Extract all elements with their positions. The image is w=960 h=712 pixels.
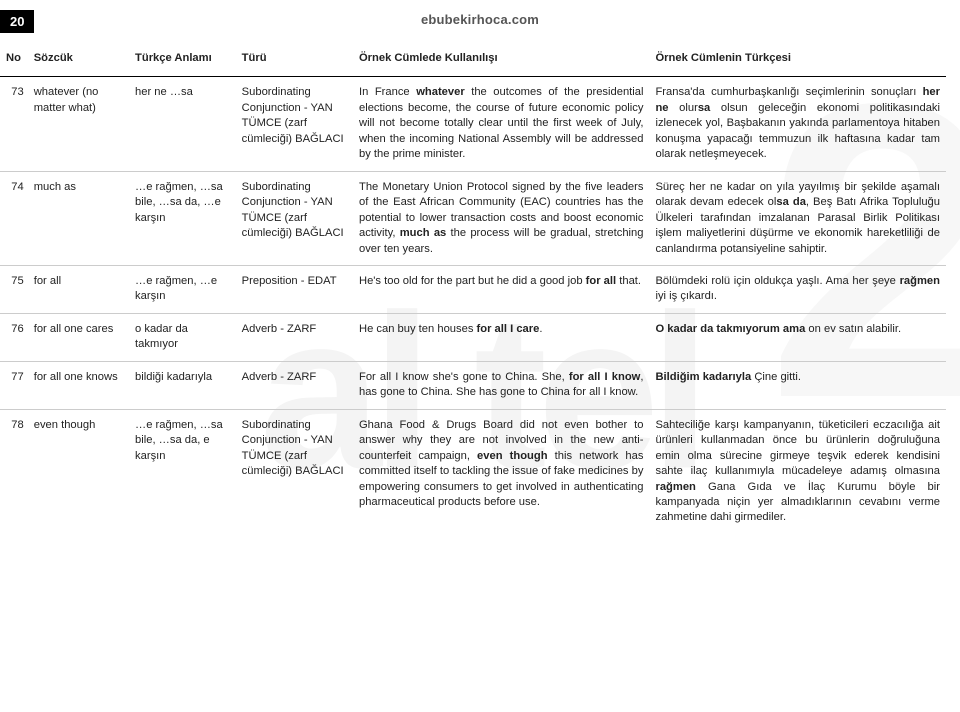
cell-ornek-en: The Monetary Union Protocol signed by th… [353,171,649,265]
cell-sozcuk: even though [28,409,129,534]
cell-ornek-en: Ghana Food & Drugs Board did not even bo… [353,409,649,534]
cell-ornek-en: For all I know she's gone to China. She,… [353,361,649,409]
cell-ornek-en: He's too old for the part but he did a g… [353,265,649,313]
table-body: 73whatever (no matter what)her ne …saSub… [0,77,946,534]
cell-turu: Subordinating Conjunction - YAN TÜMCE (z… [236,409,353,534]
cell-no: 78 [0,409,28,534]
cell-anlam: …e rağmen, …e karşın [129,265,236,313]
cell-no: 76 [0,313,28,361]
col-header-turu: Türü [236,45,353,77]
cell-ornek-tr: Bölümdeki rolü için oldukça yaşlı. Ama h… [649,265,946,313]
table-row: 78even though…e rağmen, …sa bile, …sa da… [0,409,946,534]
cell-turu: Subordinating Conjunction - YAN TÜMCE (z… [236,171,353,265]
cell-turu: Adverb - ZARF [236,361,353,409]
table-header-row: No Sözcük Türkçe Anlamı Türü Örnek Cümle… [0,45,946,77]
cell-ornek-tr: Sahteciliğe karşı kampanyanın, tüketicil… [649,409,946,534]
col-header-anlam: Türkçe Anlamı [129,45,236,77]
cell-anlam: …e rağmen, …sa bile, …sa da, …e karşın [129,171,236,265]
col-header-ornek-en: Örnek Cümlede Kullanılışı [353,45,649,77]
page-number-badge: 20 [0,10,34,33]
cell-sozcuk: for all one knows [28,361,129,409]
cell-sozcuk: for all [28,265,129,313]
col-header-no: No [0,45,28,77]
table-row: 74much as…e rağmen, …sa bile, …sa da, …e… [0,171,946,265]
cell-ornek-en: He can buy ten houses for all I care. [353,313,649,361]
cell-sozcuk: whatever (no matter what) [28,77,129,171]
cell-turu: Adverb - ZARF [236,313,353,361]
cell-anlam: her ne …sa [129,77,236,171]
col-header-ornek-tr: Örnek Cümlenin Türkçesi [649,45,946,77]
cell-ornek-tr: O kadar da takmıyorum ama on ev satın al… [649,313,946,361]
table-row: 76for all one careso kadar da takmıyorAd… [0,313,946,361]
content-wrap: No Sözcük Türkçe Anlamı Türü Örnek Cümle… [0,45,960,534]
cell-sozcuk: much as [28,171,129,265]
cell-no: 77 [0,361,28,409]
col-header-sozcuk: Sözcük [28,45,129,77]
cell-turu: Preposition - EDAT [236,265,353,313]
cell-sozcuk: for all one cares [28,313,129,361]
cell-anlam: bildiği kadarıyla [129,361,236,409]
cell-ornek-en: In France whatever the outcomes of the p… [353,77,649,171]
table-row: 75for all…e rağmen, …e karşınPreposition… [0,265,946,313]
vocabulary-table: No Sözcük Türkçe Anlamı Türü Örnek Cümle… [0,45,946,534]
cell-anlam: …e rağmen, …sa bile, …sa da, e karşın [129,409,236,534]
cell-no: 74 [0,171,28,265]
cell-ornek-tr: Süreç her ne kadar on yıla yayılmış bir … [649,171,946,265]
table-row: 73whatever (no matter what)her ne …saSub… [0,77,946,171]
cell-no: 73 [0,77,28,171]
site-header: ebubekirhoca.com [0,0,960,45]
table-row: 77for all one knowsbildiği kadarıylaAdve… [0,361,946,409]
cell-anlam: o kadar da takmıyor [129,313,236,361]
cell-no: 75 [0,265,28,313]
cell-turu: Subordinating Conjunction - YAN TÜMCE (z… [236,77,353,171]
cell-ornek-tr: Bildiğim kadarıyla Çine gitti. [649,361,946,409]
cell-ornek-tr: Fransa'da cumhurbaşkanlığı seçimlerinin … [649,77,946,171]
